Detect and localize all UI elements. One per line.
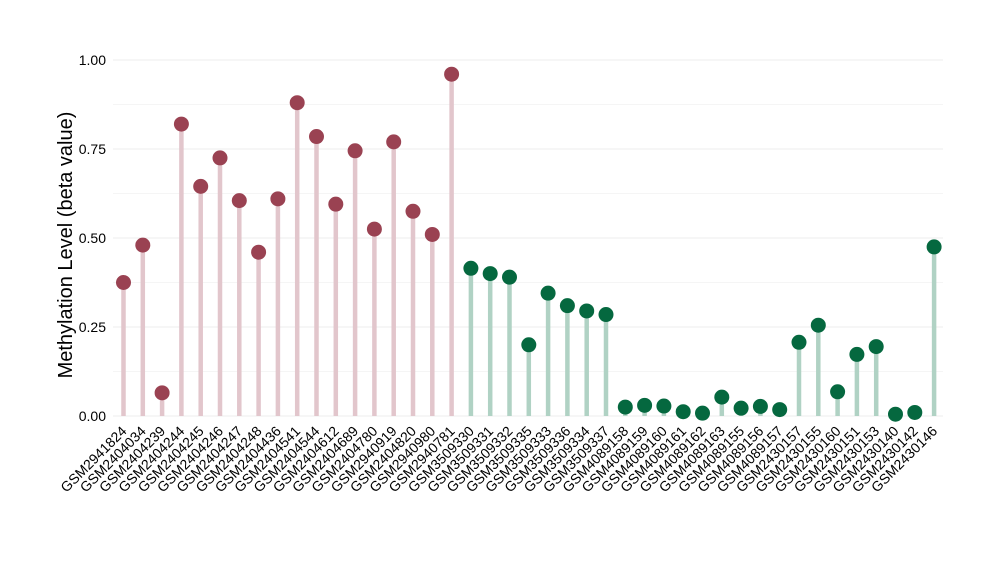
y-tick-label: 0.50 [79,230,106,246]
y-tick-label: 0.25 [79,319,106,335]
point-GSM2404544 [309,129,324,145]
point-GSM2430155 [810,317,826,333]
point-GSM2404612 [328,196,344,212]
point-GSM4089156 [752,398,768,414]
point-GSM4089158 [617,399,633,415]
point-GSM2404436 [270,191,286,207]
grid-lines [113,59,943,417]
point-GSM3509332 [502,269,517,285]
point-GSM2404246 [212,150,228,166]
point-GSM4089160 [656,398,672,414]
y-tick-label: 0.75 [79,141,106,157]
point-GSM4089159 [637,397,653,413]
point-GSM2404239 [154,385,170,401]
point-GSM3509330 [463,260,479,276]
point-GSM3509331 [482,266,498,282]
point-GSM2404820 [405,203,421,219]
point-GSM4089155 [733,400,749,416]
point-GSM2940919 [386,134,402,150]
point-GSM2430140 [888,406,903,422]
point-GSM2940781 [444,66,460,82]
point-GSM2404780 [366,221,382,237]
y-tick-label: 1.00 [79,52,106,68]
point-GSM2430151 [849,346,865,362]
point-GSM4089163 [714,389,730,405]
point-GSM4089162 [695,405,710,421]
point-GSM3509337 [598,307,614,323]
point-GSM4089161 [675,404,691,420]
point-GSM2404245 [193,178,209,194]
point-GSM2404541 [289,95,305,111]
point-GSM2941824 [116,275,131,290]
point-GSM2430146 [926,239,942,255]
points [116,66,942,422]
point-GSM2404248 [251,244,267,260]
point-GSM2940980 [424,226,440,242]
point-GSM2430160 [830,384,846,400]
x-axis-ticks: GSM2941824GSM2404034GSM2404239GSM2404244… [57,423,940,496]
point-GSM4089157 [772,402,788,418]
point-GSM2430157 [791,334,807,350]
y-axis-ticks: 0.00 0.25 0.50 0.75 1.00 [79,52,106,424]
point-GSM3509335 [521,337,537,353]
point-GSM2430142 [907,404,923,420]
point-GSM3509333 [540,285,556,301]
point-GSM2404034 [135,237,151,253]
point-GSM2404244 [173,116,189,132]
point-GSM2430153 [868,339,884,355]
point-GSM2404689 [347,143,363,159]
point-GSM2404247 [231,193,247,209]
y-axis-title: Methylation Level (beta value) [55,112,77,379]
point-GSM3509334 [579,303,595,319]
y-tick-label: 0.00 [79,408,106,424]
stems [121,74,937,416]
point-GSM3509336 [559,298,575,314]
